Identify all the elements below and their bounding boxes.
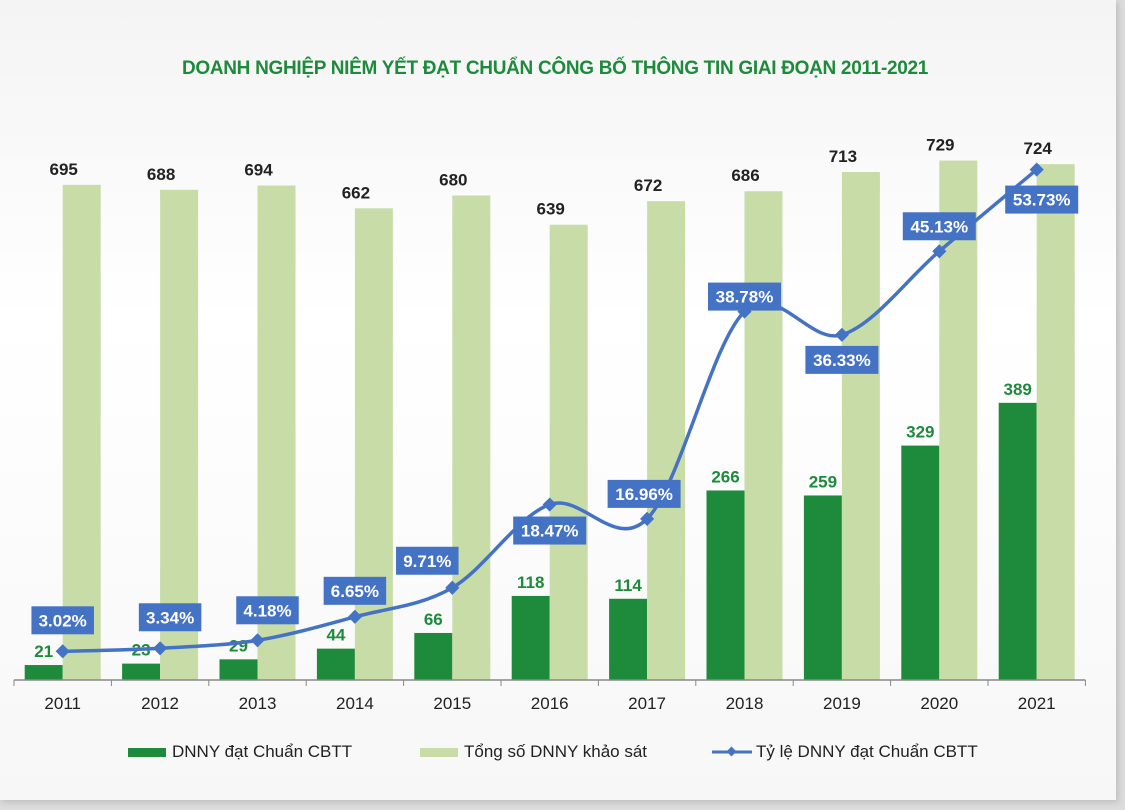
bar-tong-so (62, 184, 101, 680)
data-label-ty-le: 45.13% (910, 217, 968, 236)
bar-dat-chuan (803, 495, 842, 680)
data-label-ty-le: 38.78% (716, 288, 774, 307)
line-marker (347, 609, 362, 624)
bar-tong-so (1036, 164, 1075, 680)
x-tick-label: 2019 (823, 694, 861, 713)
data-label-dat-chuan: 66 (424, 610, 443, 629)
data-label-dat-chuan: 259 (809, 472, 837, 491)
data-label-ty-le: 53.73% (1013, 191, 1071, 210)
bar-dat-chuan (414, 632, 453, 680)
bar-tong-so (160, 189, 199, 681)
data-label-dat-chuan: 118 (517, 573, 544, 592)
bar-dat-chuan (706, 490, 745, 680)
x-tick-label: 2013 (239, 694, 277, 713)
data-label-ty-le: 36.33% (813, 351, 871, 370)
line-marker (932, 244, 947, 259)
data-label-dat-chuan: 389 (1004, 380, 1032, 399)
data-label-box-ty-le (607, 479, 681, 508)
data-label-ty-le: 3.34% (146, 608, 194, 627)
bar-tong-so (647, 201, 686, 680)
line-marker (542, 497, 557, 512)
legend-line-swatch (712, 746, 752, 757)
bar-dat-chuan (219, 659, 258, 680)
data-label-ty-le: 3.02% (39, 611, 87, 630)
chart-plot: 2169520112368820122969420134466220146668… (13, 136, 1086, 713)
legend-swatch (420, 747, 458, 757)
data-label-tong-so: 672 (634, 176, 662, 195)
legend-label: DNNY đạt Chuẩn CBTT (172, 742, 353, 761)
x-tick-label: 2016 (531, 694, 569, 713)
data-label-ty-le: 6.65% (331, 582, 379, 601)
bar-dat-chuan (316, 648, 355, 680)
data-label-tong-so: 662 (342, 183, 370, 202)
bar-tong-so (744, 191, 783, 680)
x-tick-label: 2017 (628, 694, 666, 713)
x-tick-label: 2011 (44, 694, 81, 713)
bar-dat-chuan (511, 595, 550, 680)
bar-tong-so (841, 171, 880, 681)
legend-swatch (128, 747, 166, 757)
legend-label: Tỷ lệ DNNY đạt Chuẩn CBTT (756, 742, 978, 761)
x-tick-label: 2014 (336, 694, 374, 713)
data-label-tong-so: 639 (537, 200, 565, 219)
legend-item-ty-le: Tỷ lệ DNNY đạt Chuẩn CBTT (712, 742, 978, 762)
data-label-dat-chuan: 21 (34, 642, 53, 661)
line-ty-le (62, 168, 1038, 654)
data-label-tong-so: 694 (244, 161, 273, 180)
data-label-tong-so: 713 (829, 147, 857, 166)
data-label-box-ty-le (396, 546, 459, 575)
bar-dat-chuan (24, 665, 63, 680)
data-label-dat-chuan: 29 (229, 636, 248, 655)
x-tick-label: 2018 (726, 694, 764, 713)
data-label-box-ty-le (1005, 185, 1079, 214)
line-marker (834, 327, 849, 342)
line-marker (153, 641, 168, 656)
x-tick-label: 2012 (141, 694, 179, 713)
line-marker (640, 511, 655, 526)
data-label-box-ty-le (138, 603, 202, 632)
data-label-box-ty-le (708, 282, 781, 311)
bar-dat-chuan (122, 663, 161, 680)
data-label-dat-chuan: 44 (326, 626, 345, 645)
data-label-box-ty-le (236, 596, 299, 625)
legend-item-dnny-dat-chuan: DNNY đạt Chuẩn CBTT (128, 742, 352, 762)
line-marker (250, 633, 265, 648)
data-label-box-ty-le (805, 345, 879, 374)
bar-dat-chuan (998, 402, 1037, 680)
data-label-ty-le: 4.18% (243, 601, 291, 620)
data-label-ty-le: 16.96% (615, 485, 673, 504)
data-label-dat-chuan: 266 (711, 467, 739, 486)
data-label-box-ty-le (902, 212, 976, 241)
data-label-tong-so: 686 (731, 166, 759, 185)
data-label-tong-so: 688 (147, 165, 175, 184)
data-label-tong-so: 680 (439, 171, 467, 190)
bar-tong-so (549, 224, 588, 680)
data-label-tong-so: 724 (1024, 139, 1053, 158)
data-label-dat-chuan: 329 (906, 423, 934, 442)
data-label-tong-so: 695 (50, 160, 78, 179)
data-label-ty-le: 18.47% (521, 522, 579, 541)
data-label-tong-so: 729 (926, 136, 954, 155)
legend-label: Tổng số DNNY khảo sát (464, 742, 647, 761)
x-tick-label: 2015 (433, 694, 471, 713)
data-label-box-ty-le (323, 576, 387, 605)
line-marker (1029, 162, 1044, 177)
data-label-ty-le: 9.71% (403, 552, 451, 571)
data-label-box-ty-le (513, 516, 587, 545)
bar-dat-chuan (609, 598, 648, 680)
data-label-dat-chuan: 114 (614, 576, 642, 595)
line-marker (445, 580, 460, 595)
data-label-box-ty-le (31, 606, 94, 635)
legend-item-tong-so: Tổng số DNNY khảo sát (420, 742, 647, 762)
x-tick-label: 2021 (1018, 694, 1056, 713)
chart-title: DOANH NGHIỆP NIÊM YẾT ĐẠT CHUẨN CÔNG BỐ … (181, 58, 929, 79)
line-marker (55, 644, 70, 659)
x-tick-label: 2020 (920, 694, 958, 713)
chart-card: DOANH NGHIỆP NIÊM YẾT ĐẠT CHUẨN CÔNG BỐ … (0, 0, 1116, 800)
bar-dat-chuan (901, 445, 940, 680)
bar-tong-so (452, 195, 491, 680)
